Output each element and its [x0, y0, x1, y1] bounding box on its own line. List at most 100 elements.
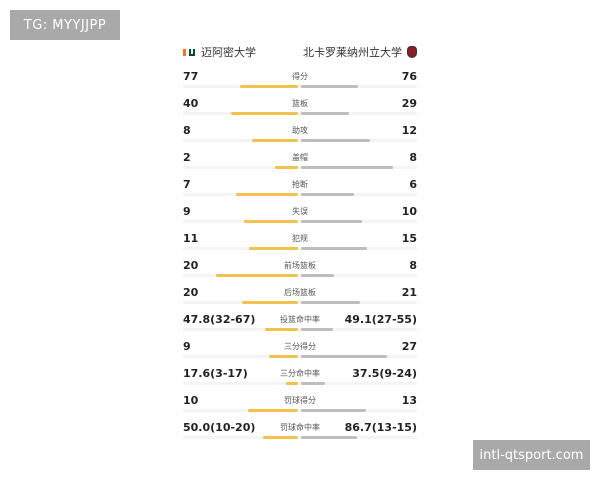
- bar-track: [183, 328, 417, 331]
- away-value: 76: [401, 70, 417, 83]
- stat-label: 三分得分: [284, 342, 316, 351]
- away-value: 27: [401, 340, 417, 353]
- home-value: 50.0(10-20): [183, 421, 256, 434]
- away-value: 8: [409, 151, 417, 164]
- home-bar: [248, 409, 298, 412]
- home-bar: [275, 166, 298, 169]
- away-value: 6: [409, 178, 417, 191]
- bar-track: [183, 301, 417, 304]
- stat-label: 抢断: [292, 180, 308, 189]
- away-bar: [301, 166, 393, 169]
- away-bar: [301, 193, 355, 196]
- away-bar: [301, 301, 360, 304]
- away-bar: [301, 328, 333, 331]
- stat-label: 失误: [292, 207, 308, 216]
- stat-label: 前场篮板: [284, 261, 316, 270]
- home-value: 11: [183, 232, 199, 245]
- stat-row: 9 三分得分 27: [183, 340, 417, 364]
- home-bar: [264, 328, 298, 331]
- nc-state-wolf-logo-icon: [407, 46, 417, 58]
- home-bar: [241, 301, 298, 304]
- home-value: 20: [183, 286, 199, 299]
- home-value: 20: [183, 259, 199, 272]
- bar-track: [183, 85, 417, 88]
- away-value: 49.1(27-55): [344, 313, 417, 326]
- bar-track: [183, 166, 417, 169]
- stat-row: 7 抢断 6: [183, 178, 417, 202]
- home-value: 2: [183, 151, 191, 164]
- stat-row: 20 前场篮板 8: [183, 259, 417, 283]
- home-value: 40: [183, 97, 199, 110]
- home-value: 10: [183, 394, 199, 407]
- stat-row: 40 篮板 29: [183, 97, 417, 121]
- bar-track: [183, 193, 417, 196]
- away-team-name: 北卡罗莱纳州立大学: [303, 46, 402, 59]
- stat-row: 20 后场篮板 21: [183, 286, 417, 310]
- away-value: 8: [409, 259, 417, 272]
- bar-track: [183, 247, 417, 250]
- teams-header: 迈阿密大学 北卡罗莱纳州立大学: [183, 44, 417, 62]
- stat-row: 17.6(3-17) 三分命中率 37.5(9-24): [183, 367, 417, 391]
- bar-track: [183, 409, 417, 412]
- bar-track: [183, 436, 417, 439]
- stat-row: 8 助攻 12: [183, 124, 417, 148]
- home-value: 77: [183, 70, 199, 83]
- home-bar: [215, 274, 298, 277]
- stat-label: 后场篮板: [284, 288, 316, 297]
- away-value: 15: [401, 232, 417, 245]
- away-bar: [301, 220, 362, 223]
- away-bar: [301, 436, 358, 439]
- home-bar: [263, 436, 298, 439]
- away-bar: [301, 382, 326, 385]
- home-value: 9: [183, 340, 191, 353]
- away-team: 北卡罗莱纳州立大学: [303, 44, 417, 60]
- home-team: 迈阿密大学: [183, 44, 256, 60]
- away-value: 37.5(9-24): [352, 367, 417, 380]
- stat-label: 三分命中率: [280, 369, 320, 378]
- stat-label: 犯规: [292, 234, 308, 243]
- stat-label: 篮板: [292, 99, 308, 108]
- stat-row: 50.0(10-20) 罚球命中率 86.7(13-15): [183, 421, 417, 445]
- stat-row: 9 失误 10: [183, 205, 417, 229]
- home-bar: [243, 220, 298, 223]
- home-value: 17.6(3-17): [183, 367, 248, 380]
- watermark-top-left: TG: MYYJJPP: [10, 10, 120, 40]
- away-value: 29: [401, 97, 417, 110]
- home-bar: [240, 85, 298, 88]
- bar-track: [183, 112, 417, 115]
- away-bar: [301, 85, 359, 88]
- away-value: 12: [401, 124, 417, 137]
- stat-label: 助攻: [292, 126, 308, 135]
- stat-label: 罚球得分: [284, 396, 316, 405]
- home-team-name: 迈阿密大学: [201, 46, 256, 59]
- stat-row: 10 罚球得分 13: [183, 394, 417, 418]
- away-value: 10: [401, 205, 417, 218]
- bar-track: [183, 139, 417, 142]
- away-value: 86.7(13-15): [344, 421, 417, 434]
- bar-track: [183, 382, 417, 385]
- home-bar: [252, 139, 298, 142]
- home-value: 8: [183, 124, 191, 137]
- home-value: 7: [183, 178, 191, 191]
- home-bar: [269, 355, 298, 358]
- away-bar: [301, 409, 366, 412]
- bar-track: [183, 220, 417, 223]
- home-bar: [249, 247, 298, 250]
- stat-row: 11 犯规 15: [183, 232, 417, 256]
- watermark-bottom-right: intl-qtsport.com: [473, 440, 590, 470]
- bar-track: [183, 355, 417, 358]
- stat-label: 罚球命中率: [280, 423, 320, 432]
- away-value: 13: [401, 394, 417, 407]
- away-bar: [301, 274, 334, 277]
- home-value: 47.8(32-67): [183, 313, 256, 326]
- stat-row: 77 得分 76: [183, 70, 417, 94]
- away-bar: [301, 139, 370, 142]
- away-bar: [301, 355, 388, 358]
- bar-track: [183, 274, 417, 277]
- stat-row: 47.8(32-67) 投篮命中率 49.1(27-55): [183, 313, 417, 337]
- miami-u-logo-icon: [183, 48, 195, 56]
- away-bar: [301, 112, 350, 115]
- stat-label: 投篮命中率: [280, 315, 320, 324]
- home-bar: [285, 382, 298, 385]
- stat-row: 2 盖帽 8: [183, 151, 417, 175]
